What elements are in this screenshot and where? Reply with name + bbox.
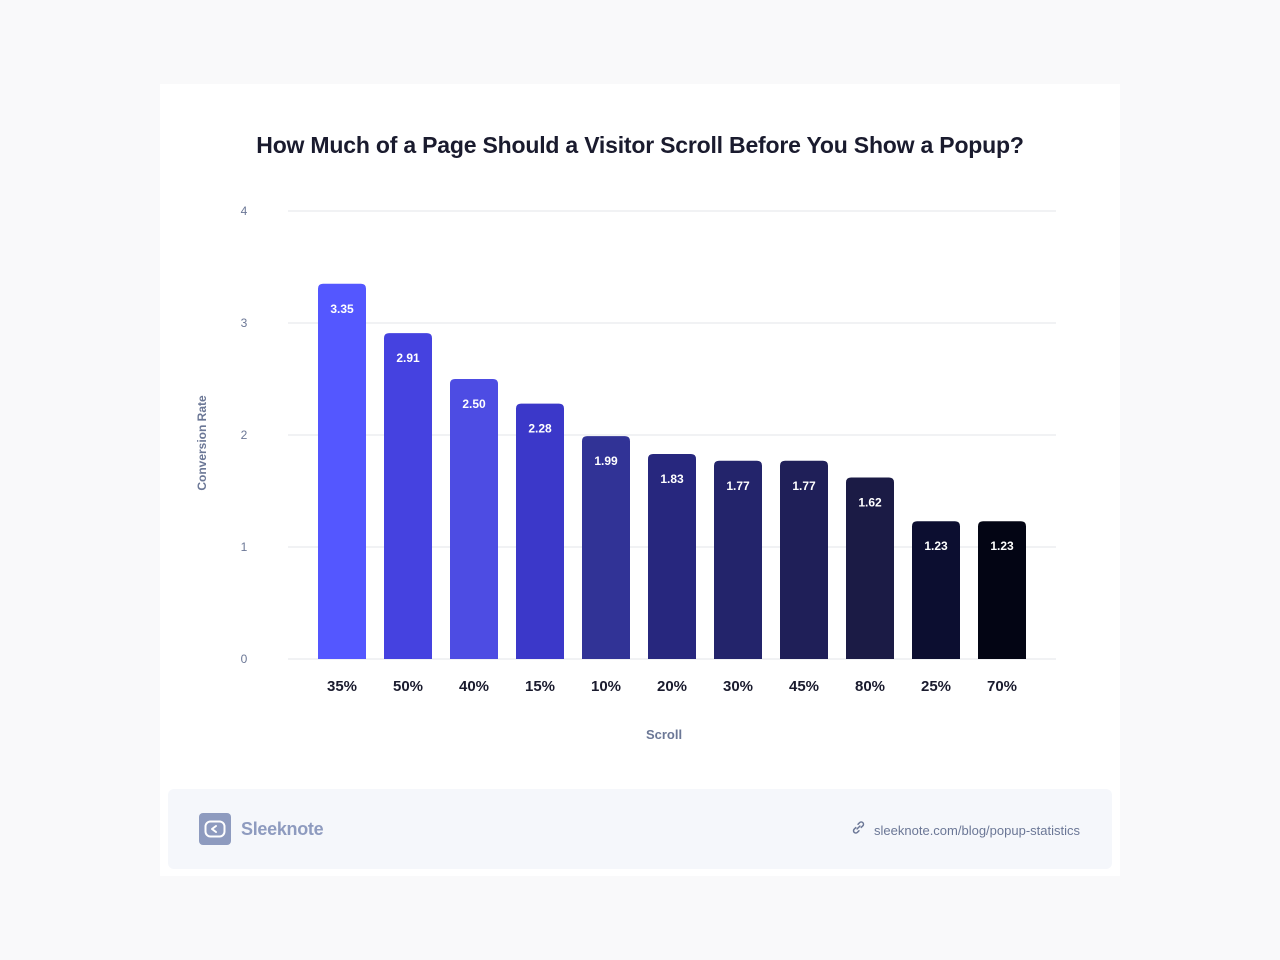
bar (978, 521, 1026, 659)
y-tick-label: 3 (241, 316, 248, 330)
x-tick-label: 50% (393, 678, 423, 695)
x-tick-label: 35% (327, 678, 357, 695)
x-tick-label: 45% (789, 678, 819, 695)
y-axis-ticks: 0 1 2 3 4 (241, 204, 248, 666)
bar-value-label: 2.91 (396, 351, 420, 365)
bar (714, 460, 762, 659)
bar-value-label: 3.35 (330, 302, 354, 316)
bar (384, 333, 432, 659)
x-axis-label: Scroll (646, 727, 682, 742)
x-tick-label: 10% (591, 678, 621, 695)
bar-value-label: 1.77 (726, 479, 750, 493)
x-tick-label: 30% (723, 678, 753, 695)
bar (780, 460, 828, 659)
bar-value-label: 1.83 (660, 472, 684, 486)
bar (582, 436, 630, 659)
bar-chart: 0 1 2 3 4 3.35 2.91 2.50 2.28 1.99 1.83 1.77 1.77 1.… (195, 204, 1056, 742)
x-tick-label: 80% (855, 678, 885, 695)
bar-value-label: 1.23 (990, 539, 1014, 553)
bar-value-label: 1.23 (924, 539, 948, 553)
y-tick-label: 1 (241, 540, 248, 554)
bar (912, 521, 960, 659)
y-axis-label: Conversion Rate (195, 395, 209, 491)
footer: Sleeknote sleeknote.com/blog/popup-stati… (168, 789, 1112, 869)
brand-name: Sleeknote (241, 818, 324, 839)
x-tick-label: 40% (459, 678, 489, 695)
bar (318, 283, 366, 659)
brand[interactable]: Sleeknote (199, 813, 324, 845)
y-tick-label: 0 (241, 652, 248, 666)
bar-value-label: 2.50 (462, 397, 486, 411)
x-tick-label: 20% (657, 678, 687, 695)
bar-value-label: 2.28 (528, 422, 552, 436)
source-link[interactable]: sleeknote.com/blog/popup-statistics (851, 820, 1080, 840)
x-tick-label: 70% (987, 678, 1017, 695)
x-axis-ticks: 35% 50% 40% 15% 10% 20% 30% 45% 80% 25% 70% (327, 678, 1017, 695)
bar-value-label: 1.99 (594, 454, 618, 468)
y-tick-label: 4 (241, 204, 248, 218)
bar (516, 403, 564, 659)
bar (846, 477, 894, 659)
y-tick-label: 2 (241, 428, 248, 442)
sleeknote-logo-icon (199, 813, 231, 845)
bar-value-label: 1.62 (858, 496, 882, 510)
link-icon (851, 820, 866, 840)
bar (450, 379, 498, 659)
x-tick-label: 25% (921, 678, 951, 695)
x-tick-label: 15% (525, 678, 555, 695)
chart-title: How Much of a Page Should a Visitor Scro… (256, 132, 1024, 158)
bar (648, 454, 696, 659)
chart-card: How Much of a Page Should a Visitor Scro… (160, 84, 1120, 876)
source-url: sleeknote.com/blog/popup-statistics (874, 822, 1080, 838)
bar-value-label: 1.77 (792, 479, 816, 493)
bars: 3.35 2.91 2.50 2.28 1.99 1.83 1.77 1.77 1.62 1.23… (318, 283, 1026, 659)
